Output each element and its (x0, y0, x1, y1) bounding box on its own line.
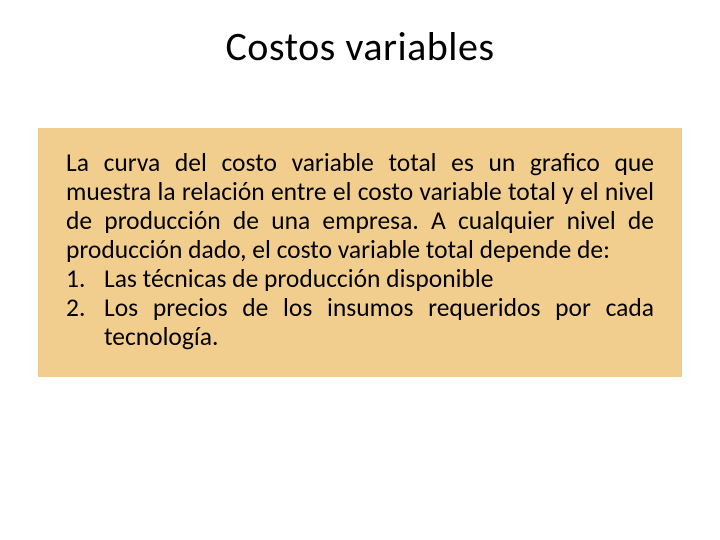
list-item: Los precios de los insumos requeridos po… (66, 293, 654, 351)
slide: Costos variables La curva del costo vari… (0, 0, 720, 540)
list-item: Las técnicas de producción disponible (66, 264, 654, 293)
slide-title: Costos variables (0, 22, 720, 71)
paragraph-intro: La curva del costo variable total es un … (66, 148, 654, 264)
numbered-list: Las técnicas de producción disponible Lo… (66, 264, 654, 351)
content-box: La curva del costo variable total es un … (38, 128, 682, 377)
